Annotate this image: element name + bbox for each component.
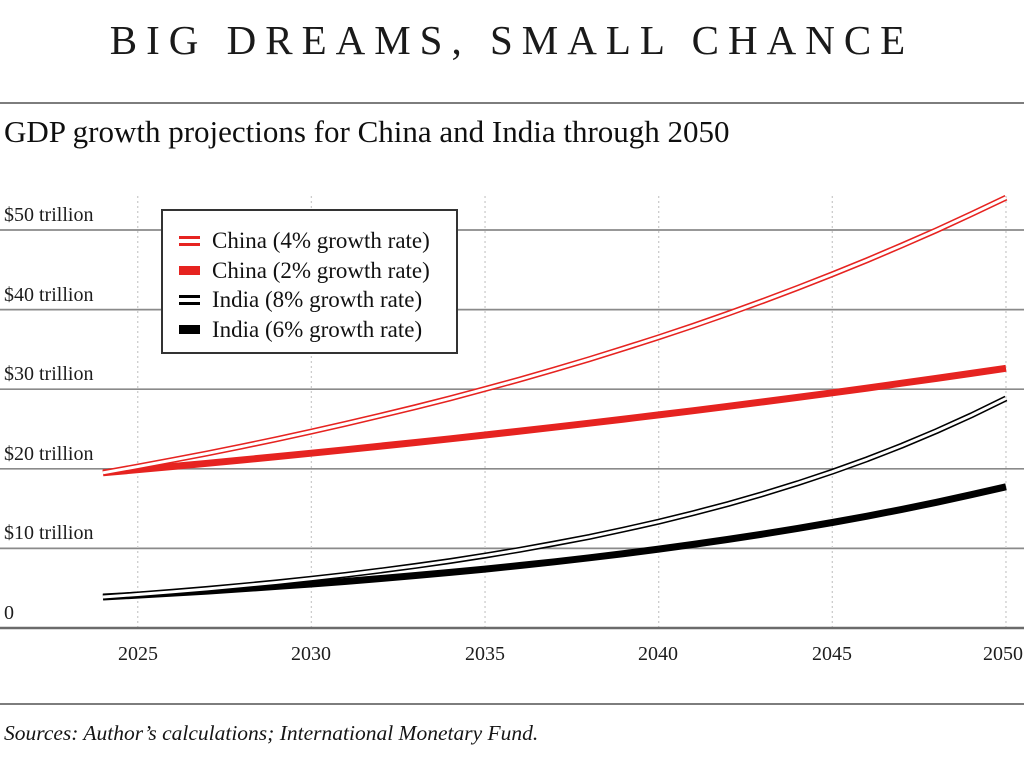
series-line-india-8-inner-gap	[102, 397, 1007, 599]
legend-label: China (2% growth rate)	[212, 257, 430, 283]
legend-item-china-4pct: China (4% growth rate)	[179, 226, 456, 256]
y-axis-label-40: $40 trillion	[4, 284, 94, 306]
page-title: BIG DREAMS, SMALL CHANCE	[109, 17, 915, 63]
double-line-marker-icon	[179, 235, 200, 246]
x-axis-label-2050: 2050	[983, 643, 1023, 665]
legend-item-china-2pct: China (2% growth rate)	[179, 256, 456, 286]
chart-subtitle: GDP growth projections for China and Ind…	[4, 114, 730, 149]
thick-line-marker-icon	[179, 265, 200, 275]
series-line-china-2	[102, 364, 1007, 477]
legend-item-india-6pct: India (6% growth rate)	[179, 315, 456, 345]
x-axis-label-2045: 2045	[812, 643, 852, 665]
y-axis-label-50: $50 trillion	[4, 204, 94, 226]
series-line-india-6	[102, 483, 1007, 601]
legend-label: India (8% growth rate)	[212, 287, 423, 313]
legend-label: China (4% growth rate)	[212, 228, 430, 254]
y-axis-label-20: $20 trillion	[4, 443, 94, 465]
x-axis-label-2035: 2035	[465, 643, 505, 665]
chart-canvas	[0, 194, 1024, 630]
chart-legend: China (4% growth rate) China (2% growth …	[161, 209, 458, 354]
legend-label: India (6% growth rate)	[212, 316, 423, 342]
footer-divider-rule	[0, 703, 1024, 705]
legend-item-india-8pct: India (8% growth rate)	[179, 285, 456, 315]
x-axis-label-2040: 2040	[638, 643, 678, 665]
header-divider-rule	[0, 102, 1024, 104]
y-axis-label-30: $30 trillion	[4, 363, 94, 385]
double-line-marker-icon	[179, 294, 200, 305]
y-axis-label-10: $10 trillion	[4, 522, 94, 544]
x-axis-label-2025: 2025	[118, 643, 158, 665]
x-axis-label-2030: 2030	[291, 643, 331, 665]
thick-line-marker-icon	[179, 324, 200, 334]
y-axis-label-0: 0	[4, 602, 14, 624]
series-line-china-4-inner-gap	[102, 196, 1007, 475]
source-note: Sources: Author’s calculations; Internat…	[4, 721, 539, 745]
